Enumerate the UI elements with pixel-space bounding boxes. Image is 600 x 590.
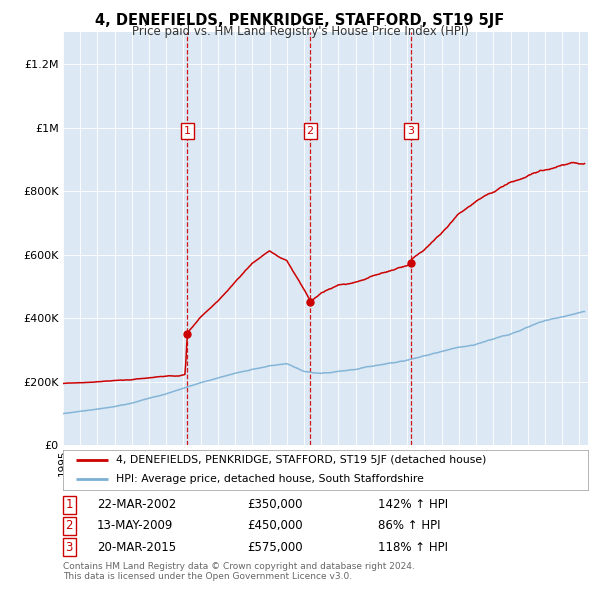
Text: 2: 2 <box>65 519 73 533</box>
Text: £450,000: £450,000 <box>247 519 302 533</box>
Text: 4, DENEFIELDS, PENKRIDGE, STAFFORD, ST19 5JF: 4, DENEFIELDS, PENKRIDGE, STAFFORD, ST19… <box>95 13 505 28</box>
Text: 3: 3 <box>407 126 415 136</box>
Text: Contains HM Land Registry data © Crown copyright and database right 2024.: Contains HM Land Registry data © Crown c… <box>63 562 415 571</box>
Text: 142% ↑ HPI: 142% ↑ HPI <box>378 498 448 511</box>
Text: £575,000: £575,000 <box>247 541 302 554</box>
Text: Price paid vs. HM Land Registry's House Price Index (HPI): Price paid vs. HM Land Registry's House … <box>131 25 469 38</box>
Text: 1: 1 <box>184 126 191 136</box>
Text: This data is licensed under the Open Government Licence v3.0.: This data is licensed under the Open Gov… <box>63 572 352 581</box>
Text: 2: 2 <box>307 126 314 136</box>
Text: 20-MAR-2015: 20-MAR-2015 <box>97 541 176 554</box>
Text: £350,000: £350,000 <box>247 498 302 511</box>
Text: HPI: Average price, detached house, South Staffordshire: HPI: Average price, detached house, Sout… <box>115 474 424 484</box>
Text: 3: 3 <box>65 541 73 554</box>
Text: 86% ↑ HPI: 86% ↑ HPI <box>378 519 440 533</box>
Text: 1: 1 <box>65 498 73 511</box>
Text: 22-MAR-2002: 22-MAR-2002 <box>97 498 176 511</box>
Text: 118% ↑ HPI: 118% ↑ HPI <box>378 541 448 554</box>
Text: 13-MAY-2009: 13-MAY-2009 <box>97 519 173 533</box>
Text: 4, DENEFIELDS, PENKRIDGE, STAFFORD, ST19 5JF (detached house): 4, DENEFIELDS, PENKRIDGE, STAFFORD, ST19… <box>115 455 486 466</box>
